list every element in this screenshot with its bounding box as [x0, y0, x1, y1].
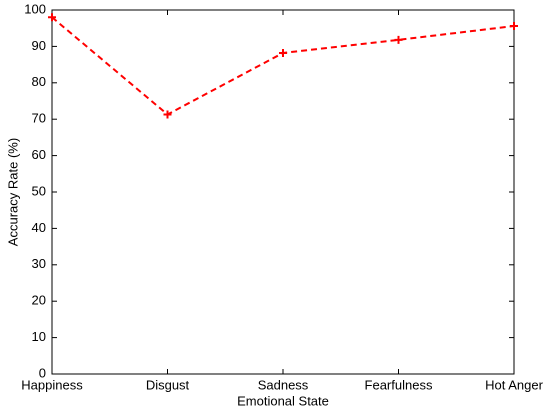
- data-point: [279, 48, 287, 57]
- x-tick-label: Sadness: [258, 377, 309, 392]
- x-tick-label: Fearfulness: [365, 377, 433, 392]
- data-point: [48, 13, 56, 22]
- y-tick-label: 60: [32, 147, 46, 162]
- x-tick-label: Happiness: [21, 377, 83, 392]
- y-tick-label: 10: [32, 329, 46, 344]
- y-tick-label: 40: [32, 220, 46, 235]
- plot-frame: [51, 9, 515, 375]
- y-tick-label: 90: [32, 38, 46, 53]
- y-axis-title: Accuracy Rate (%): [5, 138, 20, 246]
- y-tick-label: 80: [32, 74, 46, 89]
- x-axis-title: Emotional State: [237, 393, 329, 408]
- y-tick-label: 20: [32, 293, 46, 308]
- y-tick-label: 0: [39, 365, 46, 380]
- data-point: [510, 22, 518, 31]
- y-tick-label: 50: [32, 183, 46, 198]
- data-point: [394, 35, 403, 44]
- x-tick-label: Hot Anger: [485, 377, 543, 392]
- y-tick-label: 100: [24, 1, 46, 16]
- x-tick-label: Disgust: [146, 377, 190, 392]
- y-tick-label: 70: [32, 111, 46, 126]
- data-point: [163, 110, 172, 119]
- y-tick-label: 30: [32, 256, 46, 271]
